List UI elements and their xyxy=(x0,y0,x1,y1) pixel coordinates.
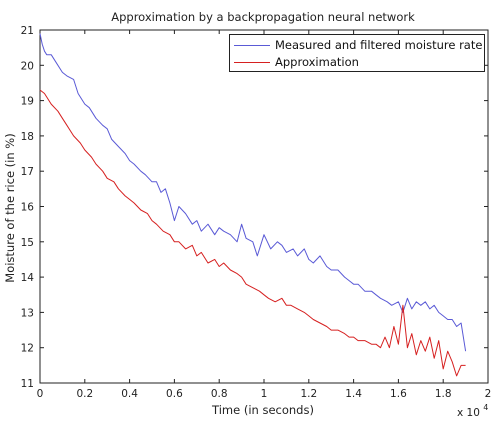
series-line-measured xyxy=(39,33,467,352)
y-tick-label: 12 xyxy=(21,343,34,355)
y-tick-label: 19 xyxy=(21,96,34,108)
legend-item-measured: Measured and filtered moisture rate xyxy=(234,37,482,53)
x-tick-label: 1.4 xyxy=(345,388,362,400)
y-axis-label: Moisture of the rice (in %) xyxy=(3,133,17,282)
plot-frame xyxy=(39,29,489,384)
x-multiplier-base: x 10 xyxy=(457,407,480,419)
y-tick-label: 11 xyxy=(21,378,34,390)
legend-swatch-measured xyxy=(234,44,270,46)
legend: Measured and filtered moisture rate Appr… xyxy=(229,34,485,72)
legend-label-measured: Measured and filtered moisture rate xyxy=(275,38,483,52)
x-tick-label: 1.8 xyxy=(435,388,452,400)
x-tick-label: 0.6 xyxy=(166,388,183,400)
y-tick-label: 15 xyxy=(21,237,34,249)
y-tick-label: 13 xyxy=(21,307,34,319)
chart-title: Approximation by a backpropagation neura… xyxy=(111,10,415,24)
x-multiplier-exponent: 4 xyxy=(483,403,488,412)
x-tick-label: 1 xyxy=(261,388,268,400)
x-tick-label: 1.6 xyxy=(390,388,407,400)
y-tick-label: 21 xyxy=(21,25,34,37)
legend-label-approximation: Approximation xyxy=(275,55,359,69)
x-tick-label: 1.2 xyxy=(300,388,317,400)
y-tick-label: 20 xyxy=(21,60,34,72)
x-tick-label: 0.8 xyxy=(211,388,228,400)
y-tick-label: 18 xyxy=(21,131,34,143)
y-tick-label: 16 xyxy=(21,202,35,214)
x-tick-label: 0 xyxy=(37,388,44,400)
series-layer xyxy=(39,33,467,377)
legend-swatch-approximation xyxy=(234,61,270,63)
legend-item-approximation: Approximation xyxy=(234,54,359,70)
x-tick-label: 0.2 xyxy=(76,388,93,400)
axes: 0 0.2 0.4 0.6 0.8 1 1.2 1.4 1.6 1.8 21112131415161… xyxy=(21,25,492,400)
series-line-approximation xyxy=(39,89,466,377)
x-tick-label: 0.4 xyxy=(121,388,138,400)
x-tick-label: 2 xyxy=(485,388,492,400)
x-axis-label: Time (in seconds) xyxy=(211,403,314,417)
y-tick-label: 17 xyxy=(21,166,34,178)
y-tick-label: 14 xyxy=(21,272,35,284)
x-multiplier-label: x 10 4 xyxy=(457,403,488,419)
